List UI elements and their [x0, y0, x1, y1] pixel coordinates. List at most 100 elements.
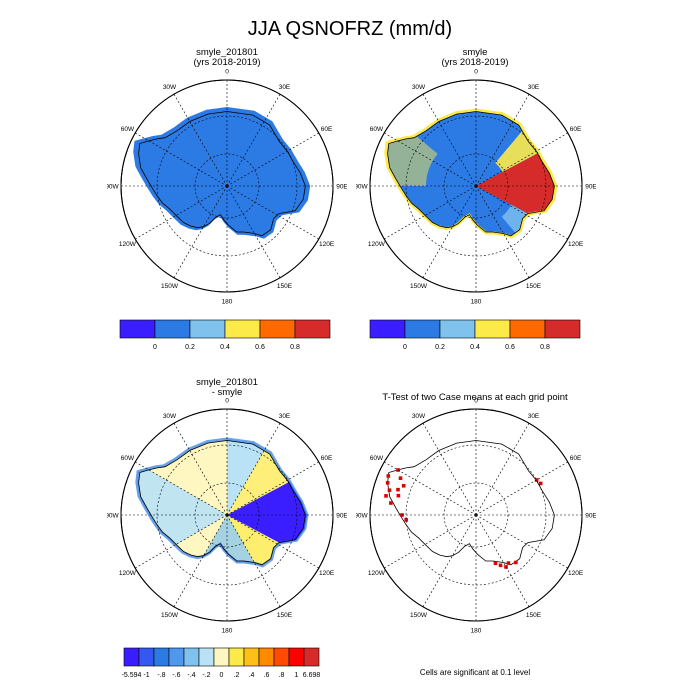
longitude-label: 150E [526, 612, 542, 619]
colorbar-label: -5.594 [122, 672, 142, 679]
panel-4-title: T-Test of two Case means at each grid po… [355, 393, 595, 403]
high-sector [476, 134, 556, 237]
significant-cell [396, 487, 400, 492]
meridian-line [475, 94, 530, 187]
significant-cell [514, 560, 518, 565]
meridian-line [475, 185, 530, 278]
colorbar-label: .6 [264, 672, 270, 679]
meridian-line [475, 185, 568, 240]
longitude-label: 0 [225, 69, 229, 76]
map-border [120, 79, 334, 293]
longitude-label: 150E [277, 612, 293, 619]
longitude-label: 120W [368, 570, 386, 577]
longitude-label: 60W [370, 126, 384, 133]
meridian-line [135, 514, 228, 569]
colorbar-swatch [294, 319, 331, 339]
colorbar-label: 0.6 [255, 344, 265, 351]
colorbar-label: 0.4 [470, 344, 480, 351]
significant-cell [384, 494, 388, 498]
colorbar-swatch [369, 319, 406, 339]
colorbar-label: 0.4 [220, 344, 230, 351]
significant-cell [385, 481, 390, 485]
panel-3-title: smyle_201801 - smyle [120, 378, 334, 398]
colorbar-label: -.6 [172, 672, 180, 679]
longitude-label: 90E [336, 513, 347, 520]
colorbar-label: .2 [234, 672, 240, 679]
longitude-label: 90W [356, 513, 369, 520]
meridian-line [475, 461, 568, 516]
meridian-line [226, 185, 281, 278]
longitude-label: 60E [321, 455, 333, 462]
colorbar-label: -.4 [187, 672, 195, 679]
significant-cell [401, 483, 406, 488]
meridian-line [173, 185, 228, 278]
longitude-label: 120E [568, 241, 584, 248]
map-border [369, 408, 583, 622]
panel-4-title-line: T-Test of two Case means at each grid po… [382, 392, 568, 403]
significant-cell [398, 476, 403, 480]
longitude-label: 150W [161, 283, 179, 290]
meridian-line [475, 514, 530, 607]
longitude-label: 60E [570, 126, 582, 133]
longitude-label: 90E [585, 184, 596, 191]
meridian-line [422, 514, 477, 607]
light-sector [227, 439, 282, 515]
meridian-line [226, 94, 281, 187]
colorbar-swatch [243, 647, 260, 667]
longitude-label: 120W [119, 241, 137, 248]
meridian-line [384, 514, 477, 569]
longitude-label: 30W [412, 84, 426, 91]
field-fill [133, 107, 311, 239]
longitude-label: 0 [225, 398, 229, 405]
colorbar-swatch [213, 647, 230, 667]
map-panel-3: 0 30E 60E 90E 120E 150E 180 150W 120W 90W 60W 30W [107, 398, 347, 635]
longitude-label: 30E [279, 84, 291, 91]
colorbar-swatch [259, 319, 296, 339]
longitude-label: 60W [121, 126, 135, 133]
longitude-label: 120E [568, 570, 584, 577]
colorbar-label: 0.6 [505, 344, 515, 351]
colorbar-label: 0.2 [435, 344, 445, 351]
colorbar-swatch [474, 319, 511, 339]
meridian-line [422, 423, 477, 516]
significant-cell [404, 518, 408, 522]
longitude-label: 30E [279, 413, 291, 420]
longitude-label: 120E [319, 241, 335, 248]
meridian-line [173, 514, 228, 607]
longitude-label: 150W [410, 612, 428, 619]
significant-cell [498, 563, 503, 568]
significant-cell [396, 493, 401, 498]
longitude-label: 30W [163, 84, 177, 91]
meridian-line [475, 132, 568, 187]
meridian-line [475, 423, 530, 516]
map-border [369, 79, 583, 293]
colorbar-label: 0.8 [540, 344, 550, 351]
longitude-label: 150W [410, 283, 428, 290]
map-panel-1: 0 30E 60E 90E 120E 150E 180 150W 120W 90W 60W 30W [107, 69, 347, 306]
colorbar-label: 6.698 [303, 672, 321, 679]
colorbar-swatch [544, 319, 581, 339]
colorbar-label: -1 [143, 672, 149, 679]
longitude-label: 150E [277, 283, 293, 290]
colorbar-swatch [224, 319, 261, 339]
panel-3-title-line: smyle_201801 [196, 377, 258, 388]
coastline [387, 111, 555, 237]
panel-2-title-line: smyle [462, 47, 488, 58]
longitude-label: 60E [321, 126, 333, 133]
significant-cell [389, 501, 393, 505]
longitude-label: 150E [526, 283, 542, 290]
longitude-label: 180 [222, 299, 233, 306]
meridian-line [384, 185, 477, 240]
coastline [138, 111, 306, 237]
panel-2-title: smyle (yrs 2018-2019) [368, 48, 582, 68]
colorbar-swatch [509, 319, 546, 339]
colorbar-label: 0 [153, 344, 157, 351]
longitude-label: 150W [161, 612, 179, 619]
meridian-line [135, 132, 228, 187]
colorbar-swatch [168, 647, 185, 667]
longitude-label: 30E [528, 84, 540, 91]
meridian-line [226, 461, 319, 516]
meridian-line [173, 94, 228, 187]
peninsula-sector [385, 115, 438, 186]
low-sector [501, 204, 556, 237]
